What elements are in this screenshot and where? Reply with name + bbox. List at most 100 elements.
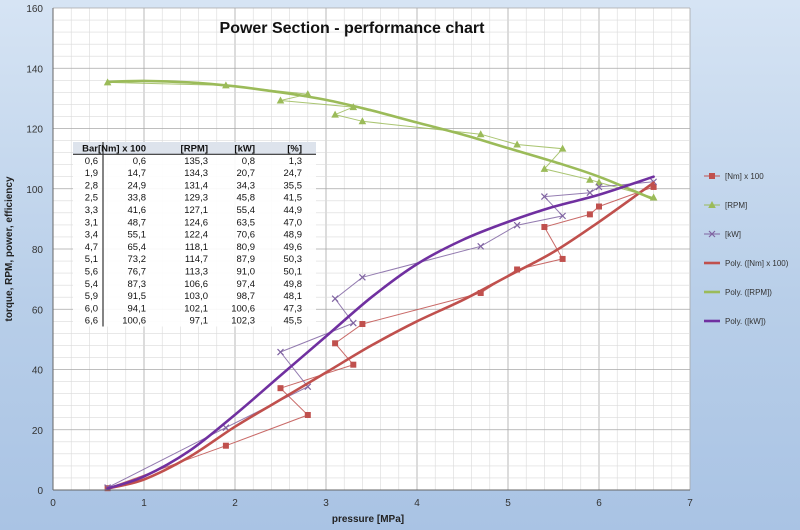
- legend-marker-2: [708, 230, 716, 238]
- y-tick-label: 80: [32, 245, 44, 256]
- x-axis-label: pressure [MPa]: [332, 514, 404, 525]
- y-tick-label: 60: [32, 305, 44, 316]
- x-tick-label: 6: [596, 498, 602, 509]
- table-cell: 113,3: [185, 267, 208, 278]
- table-cell: 5,4: [85, 279, 98, 290]
- data-point-1: [540, 164, 549, 172]
- table-cell: 100,6: [122, 316, 146, 327]
- table-cell: 135,3: [184, 156, 208, 167]
- table-cell: 45,8: [237, 193, 256, 204]
- data-point-2: [277, 348, 284, 356]
- axes: 0 1 2 3 4 5 6 7 0 20 40 60 80 100 120 140 160: [26, 4, 693, 509]
- data-point-2: [586, 189, 594, 197]
- data-point-2: [513, 221, 521, 229]
- data-table: Bar [Nm] x 100 [RPM] [kW] [%] 0,6 0,6 135,3 0,8 1…: [73, 142, 316, 327]
- y-tick-label: 20: [32, 426, 44, 437]
- legend-marker-1: [708, 201, 716, 208]
- table-cell: 73,2: [128, 254, 147, 265]
- table-cell: 3,1: [85, 217, 98, 228]
- table-cell: 47,0: [284, 217, 303, 228]
- x-tick-label: 2: [232, 498, 238, 509]
- y-tick-label: 100: [26, 185, 43, 196]
- data-point-0: [359, 321, 366, 328]
- table-cell: 2,8: [85, 180, 98, 191]
- data-point-0: [650, 183, 657, 190]
- table-cell: 114,7: [185, 254, 208, 265]
- legend-label-3: Poly. ([Nm] x 100): [725, 259, 789, 268]
- data-point-0: [514, 266, 521, 273]
- x-tick-label: 3: [323, 498, 329, 509]
- data-point-1: [595, 178, 603, 186]
- data-point-1: [558, 144, 567, 152]
- table-cell: 6,6: [85, 316, 98, 327]
- trendline-layer: [106, 79, 655, 490]
- y-tick-label: 0: [37, 486, 43, 497]
- table-cell: 41,5: [284, 193, 303, 204]
- table-cell: 33,8: [128, 193, 147, 204]
- table-cell: 55,1: [128, 230, 147, 241]
- legend-marker-0: [709, 173, 715, 179]
- table-cell: 50,1: [284, 267, 303, 278]
- table-cell: 1,9: [85, 168, 98, 179]
- table-cell: 124,6: [184, 217, 208, 228]
- table-cell: 2,5: [85, 193, 98, 204]
- table-cell: 48,9: [284, 230, 303, 241]
- data-point-0: [222, 442, 229, 449]
- table-cell: 98,7: [237, 291, 256, 302]
- trendline-1: [106, 79, 655, 201]
- table-cell: 55,4: [237, 205, 256, 216]
- data-point-2: [349, 319, 357, 327]
- y-tick-label: 120: [26, 125, 43, 136]
- y-tick-label: 40: [32, 366, 44, 377]
- x-tick-label: 7: [687, 498, 693, 509]
- table-cell: 35,5: [284, 180, 303, 191]
- y-axis-label: torque, RPM, power, efficiency: [4, 176, 15, 321]
- table-cell: 44,9: [284, 205, 303, 216]
- data-point-1: [358, 117, 367, 125]
- table-header-cell: [%]: [287, 144, 302, 155]
- table-cell: 0,6: [133, 156, 146, 167]
- table-cell: 1,3: [289, 156, 302, 167]
- table-cell: 3,4: [85, 230, 98, 241]
- table-cell: 63,5: [237, 217, 256, 228]
- table-cell: 3,3: [85, 205, 98, 216]
- data-point-0: [477, 289, 484, 296]
- table-cell: 50,3: [284, 254, 303, 265]
- chart-title: Power Section - performance chart: [220, 20, 486, 37]
- table-cell: 106,6: [184, 279, 208, 290]
- data-point-1: [586, 175, 594, 183]
- data-point-0: [304, 411, 311, 418]
- table-cell: 100,6: [231, 303, 255, 314]
- data-point-2: [540, 193, 548, 201]
- table-cell: 49,6: [284, 242, 303, 253]
- legend-label-5: Poly. ([kW]): [725, 317, 766, 326]
- table-body-bg: [73, 154, 316, 327]
- table-cell: 103,0: [184, 291, 208, 302]
- table-cell: 34,3: [237, 180, 256, 191]
- table-cell: 48,1: [284, 291, 303, 302]
- table-cell: 91,0: [237, 267, 256, 278]
- legend: [Nm] x 100 [RPM] [kW] Poly. ([Nm] x 100) Pol…: [704, 172, 789, 326]
- table-cell: 97,4: [237, 279, 256, 290]
- y-tick-label: 140: [26, 64, 43, 75]
- table-header-cell: [Nm] x 100: [98, 144, 146, 155]
- series-layer: [103, 78, 658, 492]
- data-point-0: [332, 340, 339, 347]
- table-cell: 14,7: [128, 168, 147, 179]
- table-cell: 87,3: [128, 279, 147, 290]
- data-point-2: [595, 183, 603, 191]
- table-cell: 70,6: [237, 230, 256, 241]
- table-cell: 97,1: [190, 316, 209, 327]
- table-cell: 5,9: [85, 291, 98, 302]
- data-point-2: [559, 212, 567, 220]
- data-point-1: [331, 110, 339, 118]
- table-cell: 134,3: [184, 168, 208, 179]
- data-point-0: [586, 211, 593, 218]
- data-point-2: [222, 424, 230, 432]
- table-header-cell: [RPM]: [181, 144, 208, 155]
- table-cell: 94,1: [128, 303, 147, 314]
- table-cell: 24,9: [128, 180, 147, 191]
- table-cell: 47,3: [284, 303, 303, 314]
- data-point-0: [541, 224, 548, 231]
